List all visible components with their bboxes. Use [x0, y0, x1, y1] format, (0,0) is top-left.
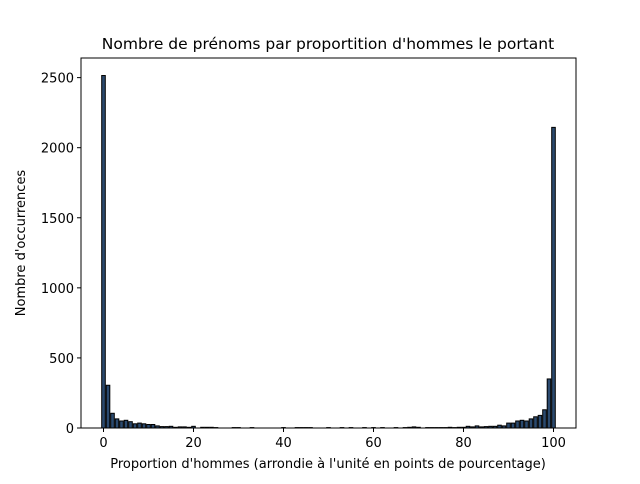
x-tick-label: 20 — [185, 436, 202, 451]
bar — [547, 379, 551, 428]
bar — [516, 421, 520, 428]
x-tick-label: 0 — [99, 436, 107, 451]
y-axis-label: Nombre d'occurrences — [14, 170, 29, 317]
y-tick-label: 500 — [49, 352, 74, 367]
bar — [115, 419, 119, 428]
bar — [529, 419, 533, 428]
bar — [147, 424, 151, 428]
chart-title: Nombre de prénoms par proportition d'hom… — [102, 35, 554, 53]
y-tick-label: 2000 — [41, 142, 74, 157]
bar — [507, 423, 511, 428]
bar — [133, 424, 137, 428]
bar — [511, 423, 515, 428]
bar — [538, 415, 542, 428]
bar — [525, 421, 529, 428]
x-tick-label: 100 — [541, 436, 566, 451]
bar — [543, 410, 547, 428]
x-axis-label: Proportion d'hommes (arrondie à l'unité … — [110, 457, 546, 472]
y-tick-label: 1500 — [41, 212, 74, 227]
bar — [520, 420, 524, 428]
bar — [552, 127, 556, 428]
bar — [111, 413, 115, 428]
bar — [129, 422, 133, 428]
x-tick-label: 40 — [275, 436, 292, 451]
y-tick-label: 1000 — [41, 282, 74, 297]
y-tick-label: 0 — [66, 422, 74, 437]
x-tick-label: 80 — [455, 436, 472, 451]
bar — [124, 420, 128, 428]
bar — [534, 417, 538, 428]
x-tick-label: 60 — [365, 436, 382, 451]
bar — [120, 421, 124, 428]
y-tick-label: 2500 — [41, 72, 74, 87]
bar — [151, 424, 155, 428]
bar — [106, 385, 110, 428]
bar — [102, 76, 106, 428]
bar — [138, 423, 142, 428]
bar — [142, 424, 146, 428]
